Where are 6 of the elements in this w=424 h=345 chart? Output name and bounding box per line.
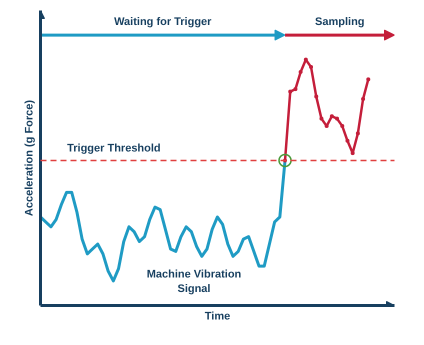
text: Waiting for Trigger [114, 16, 212, 28]
ref-line-label: Trigger Threshold [67, 142, 161, 154]
series-label: Machine Vibration Signal [146, 268, 242, 296]
y-axis-title: Acceleration (g Force) [24, 100, 36, 216]
text: Sampling [315, 16, 365, 28]
x-axis-title: Time [204, 310, 230, 322]
